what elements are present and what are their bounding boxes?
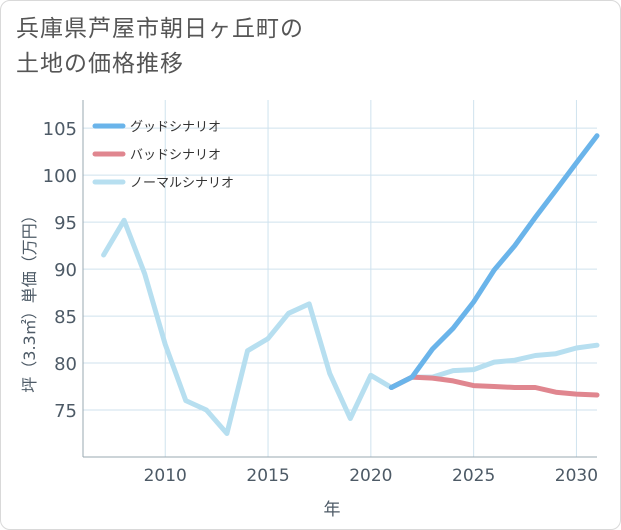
y-tick-labels: 75 80 85 90 95 100 105: [43, 119, 77, 422]
y-tick-label-90: 90: [54, 260, 77, 281]
x-tick-label-2020: 2020: [349, 466, 392, 486]
y-tick-label-100: 100: [43, 166, 77, 187]
series-line-3: [101, 217, 600, 436]
legend-label-2: バッドシナリオ: [130, 148, 221, 163]
y-tick-label-85: 85: [54, 307, 77, 328]
y-tick-label-80: 80: [54, 354, 77, 375]
y-tick-label-95: 95: [54, 213, 77, 234]
chart-title-line-1: 兵庫県芦屋市朝日ヶ丘町の: [16, 16, 304, 42]
y-tick-label-75: 75: [54, 401, 77, 422]
axes: [82, 100, 597, 458]
x-tick-label-2030: 2030: [555, 466, 598, 486]
y-axis-label: 坪（3.3㎡）単価（万円）: [20, 207, 39, 392]
series-line-2: [388, 374, 600, 398]
chart-title-line-2: 土地の価格推移: [16, 51, 184, 77]
series-line-1: [388, 133, 600, 390]
x-tick-label-2015: 2015: [246, 466, 289, 486]
y-tick-label-105: 105: [43, 119, 77, 140]
series-lines: [101, 133, 600, 436]
x-tick-label-2010: 2010: [144, 466, 187, 486]
legend-label-1: グッドシナリオ: [130, 120, 221, 135]
legend-label-3: ノーマルシナリオ: [130, 176, 234, 191]
x-tick-label-2025: 2025: [452, 466, 495, 486]
grid: [83, 100, 597, 457]
chart-title: 兵庫県芦屋市朝日ヶ丘町の 土地の価格推移: [16, 12, 304, 82]
x-tick-labels: 2010 2015 2020 2025 2030: [144, 466, 598, 486]
x-axis-label: 年: [324, 500, 341, 520]
